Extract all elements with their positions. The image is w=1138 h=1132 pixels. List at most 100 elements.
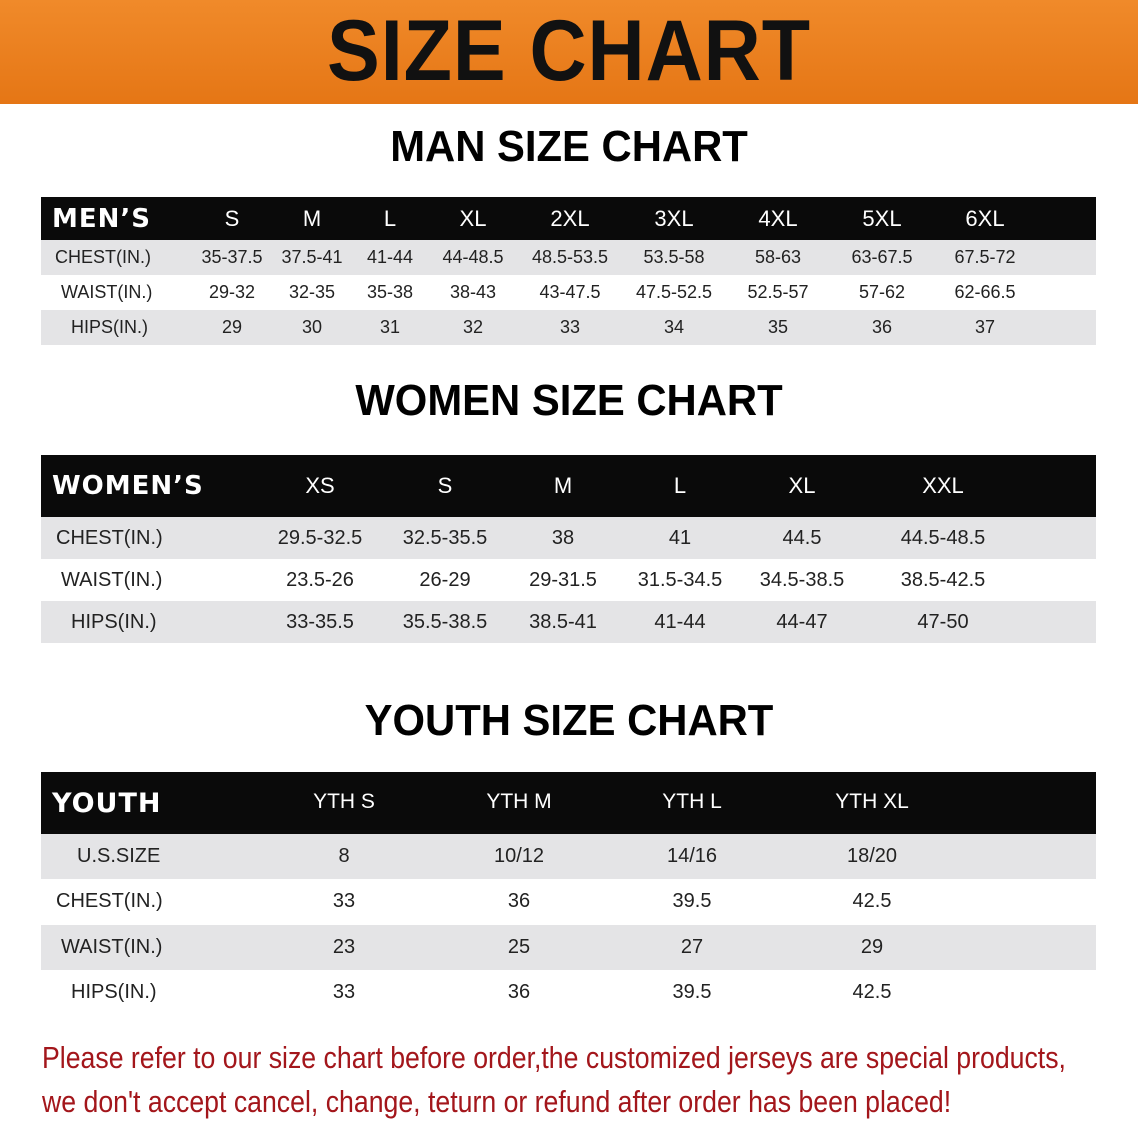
youth-measurement-cell: 18/20: [846, 845, 898, 867]
women-measurement-cell: 47-50: [917, 611, 969, 633]
banner-title: SIZE CHART: [327, 3, 811, 99]
men-measurement-cell: 44-48.5: [442, 247, 504, 267]
youth-measurement-cell: 39.5: [672, 890, 712, 913]
men-measurement-cell: 63-67.5: [851, 247, 913, 267]
women-measurement-cell: 31.5-34.5: [637, 569, 723, 591]
youth-measurement-cell: 33: [332, 890, 356, 913]
women-measurement-cell: 44.5-48.5: [900, 527, 986, 549]
youth-measurement-cell: 10/12: [493, 845, 545, 867]
women-measurement-cell: 33-35.5: [286, 611, 354, 633]
women-measurement-cell: 34.5-38.5: [759, 569, 845, 591]
women-measurement-cell: 44-47: [776, 611, 828, 633]
women-measurement-cell: 29.5-32.5: [277, 527, 363, 549]
youth-measurement-cell: 39.5: [672, 980, 712, 1003]
men-measurement-cell: 36: [871, 317, 893, 337]
banner: SIZE CHART: [0, 0, 1138, 104]
men-measurement-cell: 37: [974, 317, 996, 337]
women-size-header: L: [673, 473, 687, 498]
youth-measurement-cell: 33: [332, 980, 356, 1003]
women-measurement-cell: 26-29: [419, 569, 471, 591]
youth-table-row: U.S.SIZE 8 10/12 14/16 18/20: [41, 834, 1096, 880]
women-size-header: XS: [305, 473, 335, 498]
women-section-title: WOMEN SIZE CHART: [355, 376, 783, 425]
youth-size-header: YTH S: [313, 790, 375, 813]
youth-measurement-cell: 23: [332, 935, 356, 958]
women-measurement-cell: 38.5-41: [529, 611, 597, 633]
youth-measurement-cell: 27: [680, 935, 704, 958]
women-row-label: WAIST(IN.): [61, 569, 163, 591]
youth-row-label: U.S.SIZE: [77, 845, 161, 867]
women-measurement-cell: 41-44: [654, 611, 706, 633]
youth-measurement-cell: 36: [507, 980, 531, 1003]
women-size-table: WOMEN’S XS S M L XL XXL CHEST(IN.) 29.5-32.5 32.5…: [41, 455, 1096, 643]
men-table-row: CHEST(IN.) 35-37.5 37.5-41 41-44 44-48.5 48.5…: [41, 240, 1096, 275]
men-measurement-cell: 32-35: [288, 282, 336, 302]
youth-measurement-cell: 25: [507, 935, 531, 958]
notice-line-2: we don't accept cancel, change, teturn o…: [42, 1084, 952, 1119]
youth-section-title: YOUTH SIZE CHART: [364, 696, 774, 745]
women-measurement-cell: 38: [551, 527, 575, 549]
men-measurement-cell: 52.5-57: [747, 282, 809, 302]
men-measurement-cell: 35-37.5: [201, 247, 263, 267]
men-table-row: WAIST(IN.) 29-32 32-35 35-38 38-43 43-47.5 47.…: [41, 275, 1096, 310]
women-measurement-cell: 35.5-38.5: [402, 611, 488, 633]
youth-measurement-cell: 36: [507, 890, 531, 913]
women-measurement-cell: 32.5-35.5: [402, 527, 488, 549]
women-row-label: CHEST(IN.): [56, 527, 163, 549]
women-table-row: WAIST(IN.) 23.5-26 26-29 29-31.5 31.5-34.5 34…: [41, 559, 1096, 601]
men-section-title: MAN SIZE CHART: [390, 122, 748, 171]
men-size-header: M: [302, 206, 322, 231]
men-measurement-cell: 37.5-41: [281, 247, 343, 267]
men-measurement-cell: 67.5-72: [954, 247, 1016, 267]
youth-size-header: YTH L: [662, 790, 722, 813]
youth-measurement-cell: 42.5: [852, 980, 892, 1003]
men-size-header: 5XL: [862, 206, 902, 231]
men-measurement-cell: 35: [767, 317, 789, 337]
men-measurement-cell: 31: [379, 317, 401, 337]
youth-table-row: HIPS(IN.) 33 36 39.5 42.5: [41, 970, 1096, 1015]
notice-line-1: Please refer to our size chart before or…: [42, 1040, 1066, 1075]
men-table-row: HIPS(IN.) 29 30 31 32 33 34 35 36 37: [41, 310, 1096, 345]
women-measurement-cell: 41: [668, 527, 692, 549]
youth-measurement-cell: 8: [338, 845, 350, 867]
youth-size-header: YTH XL: [835, 790, 909, 813]
women-measurement-cell: 44.5: [782, 527, 822, 549]
men-header-label: MEN’S: [52, 204, 151, 234]
men-measurement-cell: 62-66.5: [954, 282, 1016, 302]
youth-table-row: WAIST(IN.) 23 25 27 29: [41, 924, 1096, 970]
men-size-header: L: [383, 206, 397, 231]
women-header-label: WOMEN’S: [52, 471, 204, 501]
men-size-table: MEN’S S M L XL 2XL 3XL 4XL 5XL 6XL CHEST(IN.) 35-37…: [41, 197, 1096, 345]
men-measurement-cell: 47.5-52.5: [635, 282, 713, 302]
men-measurement-cell: 43-47.5: [539, 282, 601, 302]
women-row-label: HIPS(IN.): [71, 611, 157, 633]
men-row-label: WAIST(IN.): [61, 282, 153, 302]
youth-measurement-cell: 29: [860, 935, 884, 958]
women-size-header: M: [553, 473, 573, 498]
men-row-label: HIPS(IN.): [71, 317, 149, 337]
men-measurement-cell: 34: [663, 317, 685, 337]
men-measurement-cell: 57-62: [858, 282, 906, 302]
youth-row-label: CHEST(IN.): [56, 890, 163, 913]
men-size-header: 3XL: [654, 206, 694, 231]
men-measurement-cell: 30: [301, 317, 323, 337]
women-measurement-cell: 23.5-26: [286, 569, 354, 591]
men-measurement-cell: 41-44: [366, 247, 414, 267]
men-measurement-cell: 32: [462, 317, 484, 337]
men-measurement-cell: 33: [559, 317, 581, 337]
men-size-header: 6XL: [965, 206, 1005, 231]
women-table-row: CHEST(IN.) 29.5-32.5 32.5-35.5 38 41 44.5 44.5…: [41, 517, 1096, 559]
youth-size-header: YTH M: [486, 790, 552, 813]
men-measurement-cell: 38-43: [449, 282, 497, 302]
men-measurement-cell: 48.5-53.5: [531, 247, 609, 267]
men-measurement-cell: 29: [221, 317, 243, 337]
men-size-header: 4XL: [758, 206, 798, 231]
women-measurement-cell: 38.5-42.5: [900, 569, 986, 591]
youth-measurement-cell: 42.5: [852, 890, 892, 913]
men-size-header: S: [224, 206, 240, 231]
women-size-header: XL: [788, 473, 816, 498]
youth-row-label: HIPS(IN.): [71, 980, 157, 1003]
youth-header-label: YOUTH: [52, 788, 162, 819]
youth-row-label: WAIST(IN.): [61, 935, 163, 958]
women-header-row: WOMEN’S XS S M L XL XXL: [41, 455, 1096, 517]
